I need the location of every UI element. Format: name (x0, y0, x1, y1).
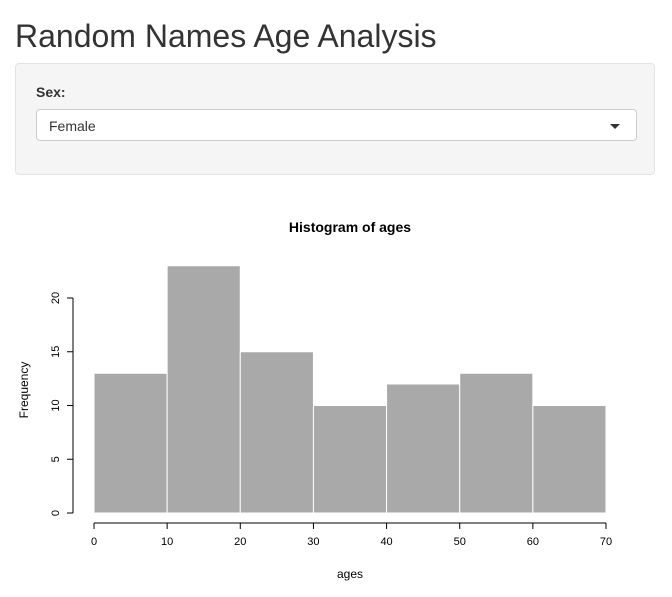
histogram-bar (532, 405, 607, 514)
y-tick-label: 5 (50, 456, 62, 462)
x-tick-label: 60 (527, 536, 539, 548)
x-tick-label: 70 (600, 536, 612, 548)
x-tick-label: 50 (454, 536, 466, 548)
histogram-bar (386, 383, 461, 514)
x-tick-label: 10 (161, 536, 173, 548)
histogram-bar (166, 265, 241, 514)
sex-select[interactable]: Female (36, 109, 637, 141)
histogram-bar (459, 372, 534, 514)
x-tick-label: 20 (234, 536, 246, 548)
chart-title: Histogram of ages (289, 219, 411, 235)
histogram-bars (93, 265, 607, 514)
x-tick-label: 40 (380, 536, 392, 548)
y-axis: 0 5 10 15 20 (50, 292, 74, 516)
histogram-bar (93, 372, 168, 514)
y-tick-label: 0 (50, 510, 62, 516)
x-axis: 0 10 20 30 40 50 60 70 (91, 522, 612, 548)
x-tick-label: 0 (91, 536, 97, 548)
x-axis-label: ages (337, 567, 363, 581)
page-title: Random Names Age Analysis (15, 18, 437, 54)
sex-label: Sex: (36, 84, 66, 100)
y-tick-label: 20 (50, 292, 62, 304)
y-tick-label: 15 (50, 346, 62, 358)
chevron-down-icon (610, 124, 620, 129)
sex-select-value: Female (49, 118, 96, 134)
y-tick-label: 10 (50, 399, 62, 411)
histogram-bar (312, 405, 388, 514)
x-tick-label: 30 (307, 536, 319, 548)
y-axis-label: Frequency (17, 362, 31, 419)
sidebar-panel: Sex: Female (15, 63, 655, 175)
histogram-chart: Histogram of ages 0 5 10 15 20 0 10 20 30 40 50 60… (17, 219, 612, 581)
histogram-bar (239, 351, 314, 514)
